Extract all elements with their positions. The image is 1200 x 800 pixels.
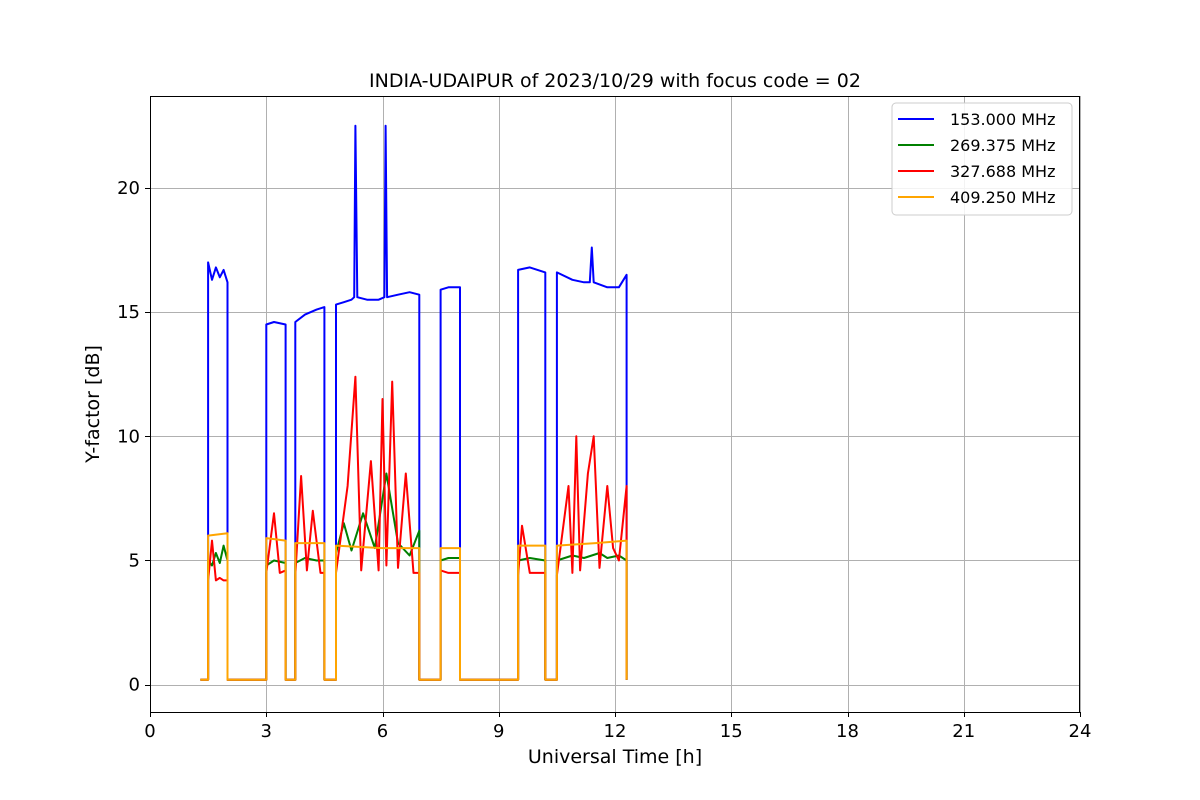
x-tick-label: 0 — [144, 721, 155, 742]
x-axis-label: Universal Time [h] — [528, 746, 702, 768]
legend: 153.000 MHz 269.375 MHz 327.688 MHz 409.250… — [891, 102, 1073, 216]
x-tick-label: 24 — [1069, 721, 1092, 742]
y-tick-label: 0 — [129, 675, 140, 696]
x-tick-label: 6 — [377, 721, 388, 742]
chart-title: INDIA-UDAIPUR of 2023/10/29 with focus c… — [369, 70, 861, 92]
y-tick-label: 5 — [129, 550, 140, 571]
x-tick-label: 3 — [261, 721, 272, 742]
legend-label: 327.688 MHz — [950, 162, 1055, 181]
legend-label: 269.375 MHz — [950, 136, 1055, 155]
y-axis-label: Y-factor [dB] — [82, 345, 104, 464]
x-tick-label: 12 — [604, 721, 627, 742]
legend-label: 153.000 MHz — [950, 110, 1055, 129]
x-tick-label: 21 — [952, 721, 975, 742]
legend-box — [891, 102, 1073, 216]
legend-label: 409.250 MHz — [950, 188, 1055, 207]
y-tick-label: 20 — [117, 178, 140, 199]
series-layer — [200, 124, 628, 681]
y-tick-label: 15 — [117, 302, 140, 323]
series-line-4 — [200, 532, 628, 681]
x-ticks: 0 3 6 9 12 15 18 21 24 — [144, 712, 1091, 742]
y-tick-label: 10 — [117, 426, 140, 447]
x-tick-label: 15 — [720, 721, 743, 742]
x-tick-label: 18 — [836, 721, 859, 742]
y-ticks: 0 5 10 15 20 — [117, 178, 150, 696]
x-tick-label: 9 — [493, 721, 504, 742]
